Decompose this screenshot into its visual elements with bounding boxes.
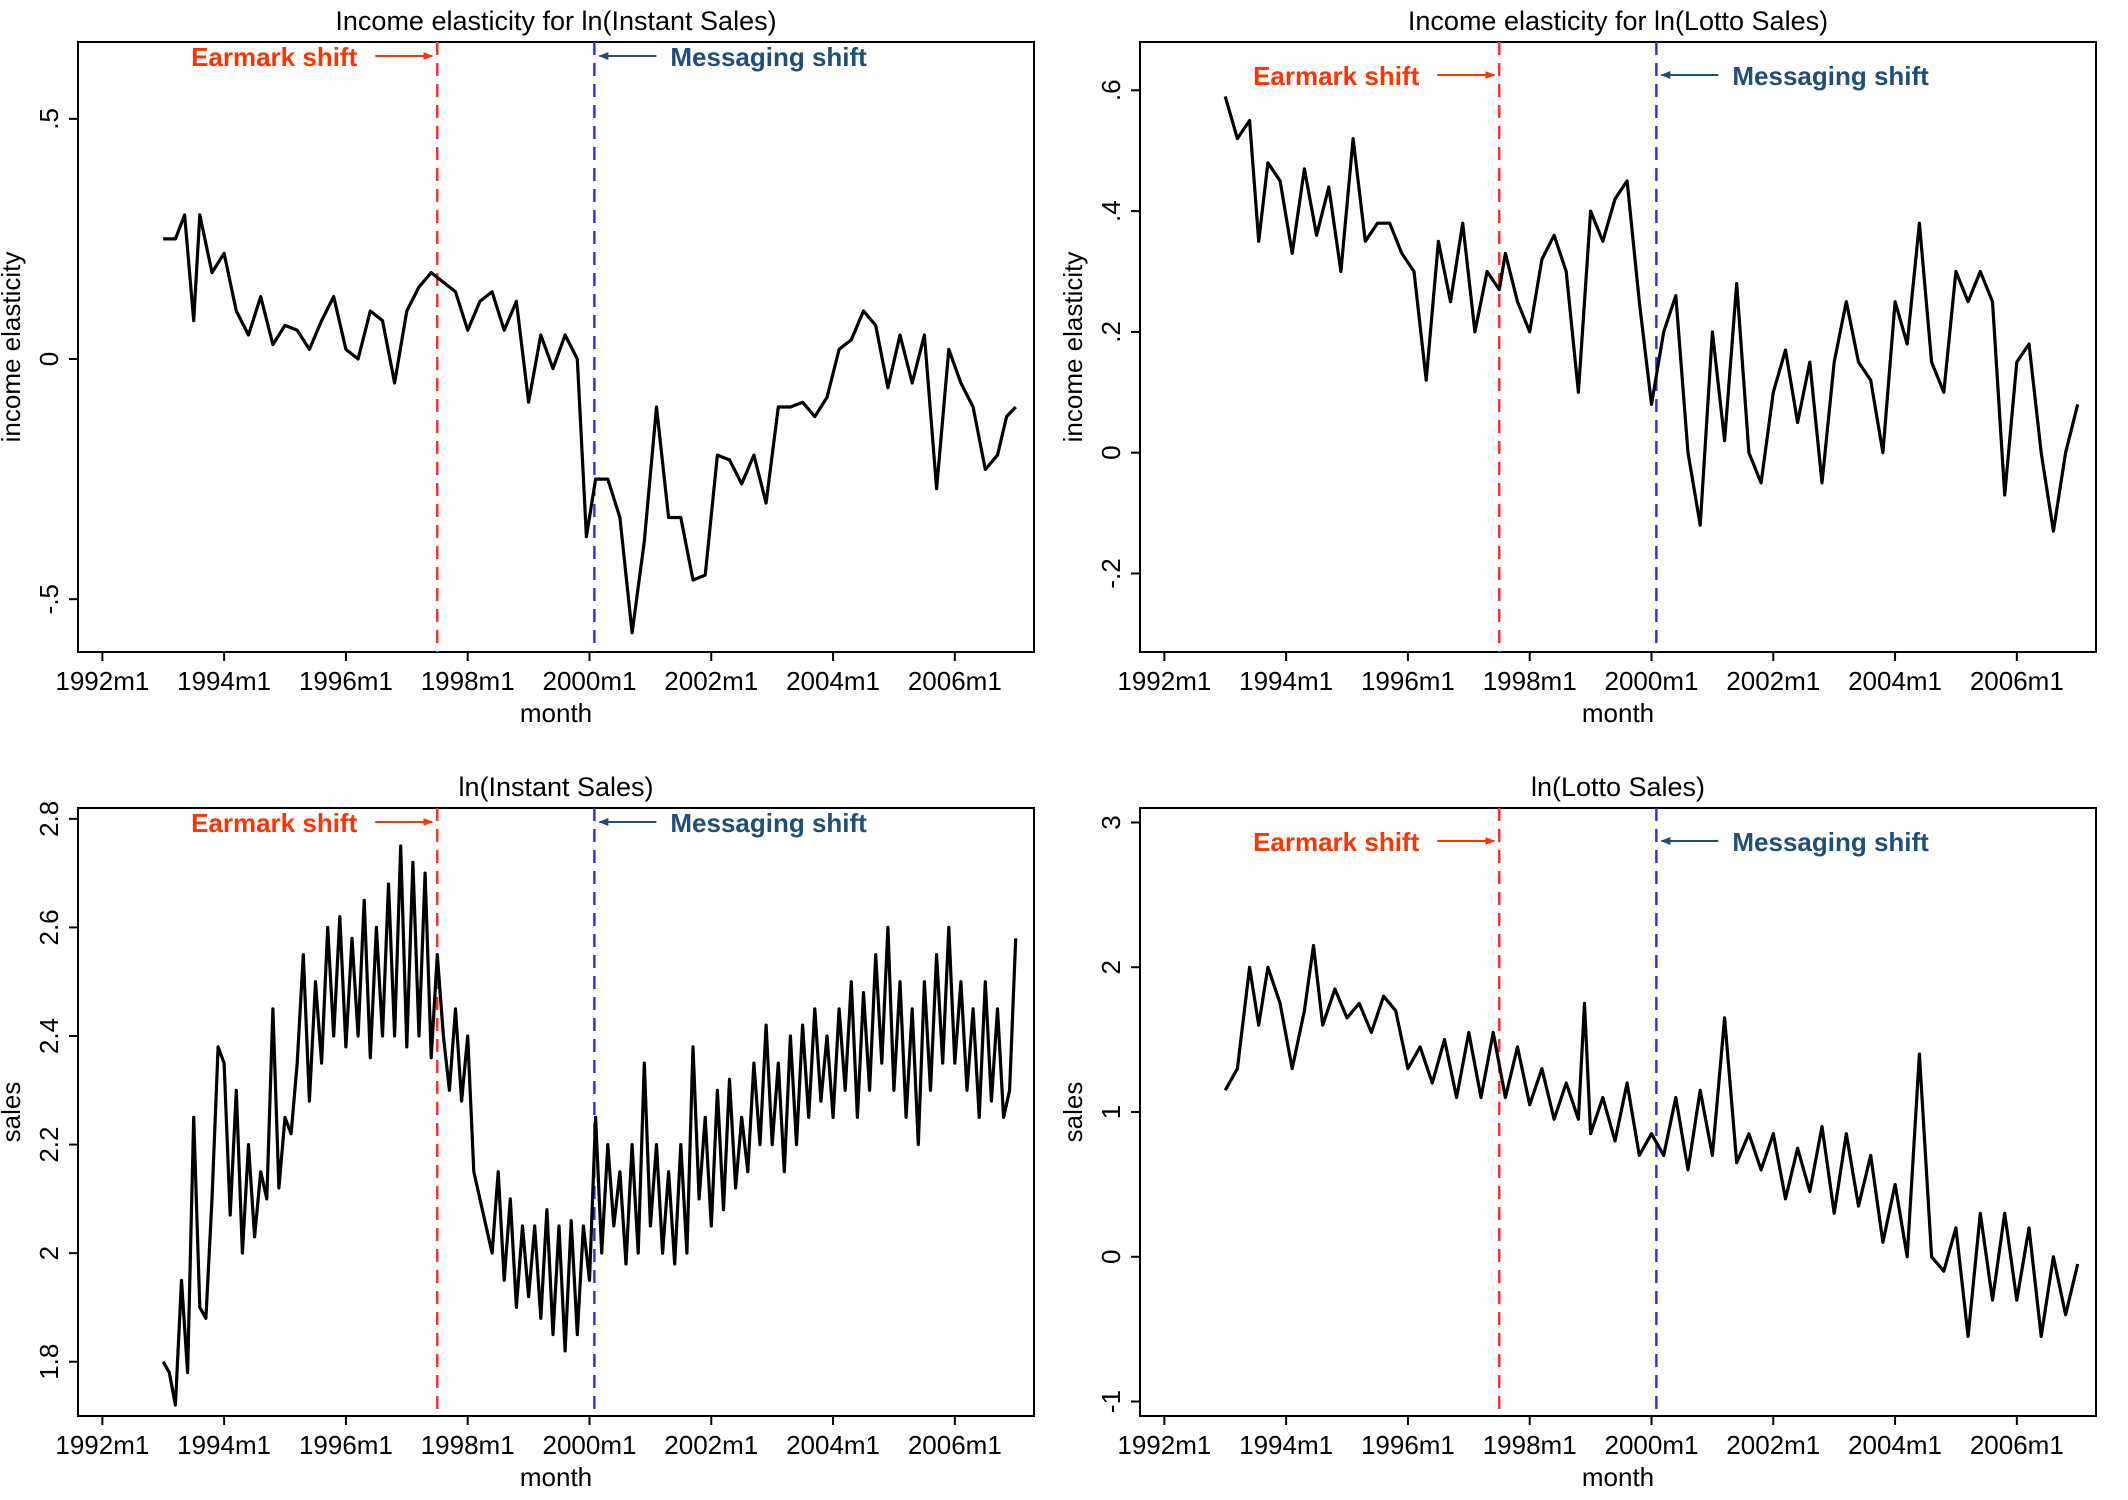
y-tick-label: .6 xyxy=(1096,79,1126,101)
x-tick-label: 2006m1 xyxy=(908,666,1002,696)
x-tick-label: 1996m1 xyxy=(299,1430,393,1460)
x-tick-label: 1992m1 xyxy=(1117,1430,1211,1460)
x-tick-label: 2006m1 xyxy=(1970,666,2064,696)
messaging-shift-label: Messaging shift xyxy=(1732,61,1929,91)
x-tick-label: 1994m1 xyxy=(1239,666,1333,696)
x-tick-label: 1994m1 xyxy=(177,1430,271,1460)
x-tick-label: 2004m1 xyxy=(1848,666,1942,696)
y-tick-label: 3 xyxy=(1096,815,1126,829)
x-tick-label: 1992m1 xyxy=(55,666,149,696)
y-tick-label: 2.6 xyxy=(34,909,64,945)
y-tick-label: 1.8 xyxy=(34,1344,64,1380)
chart-title: Income elasticity for ln(Instant Sales) xyxy=(335,6,776,36)
chart-title: ln(Instant Sales) xyxy=(458,772,653,802)
x-tick-label: 2004m1 xyxy=(786,666,880,696)
chart-title: ln(Lotto Sales) xyxy=(1531,772,1705,802)
x-tick-label: 1996m1 xyxy=(1361,666,1455,696)
y-axis-label: income elasticity xyxy=(0,252,26,443)
x-tick-label: 1998m1 xyxy=(1483,666,1577,696)
y-tick-label: 2.8 xyxy=(34,801,64,837)
y-tick-label: -.2 xyxy=(1096,558,1126,588)
x-tick-label: 2000m1 xyxy=(1605,1430,1699,1460)
x-tick-label: 2006m1 xyxy=(908,1430,1002,1460)
x-tick-label: 1992m1 xyxy=(1117,666,1211,696)
plot-frame xyxy=(1139,807,2097,1417)
y-tick-label: 2.2 xyxy=(34,1126,64,1162)
y-tick-label: -.5 xyxy=(34,584,64,614)
y-tick-label: 0 xyxy=(1096,445,1126,459)
x-tick-label: 2006m1 xyxy=(1970,1430,2064,1460)
earmark-shift-label: Earmark shift xyxy=(191,808,358,838)
x-tick-label: 2002m1 xyxy=(664,666,758,696)
y-tick-label: 0 xyxy=(1096,1250,1126,1264)
x-tick-label: 1996m1 xyxy=(299,666,393,696)
earmark-shift-label: Earmark shift xyxy=(1253,61,1420,91)
x-tick-label: 2004m1 xyxy=(1848,1430,1942,1460)
y-tick-label: 1 xyxy=(1096,1105,1126,1119)
y-tick-label: 2.4 xyxy=(34,1018,64,1054)
series-line xyxy=(163,213,1017,635)
x-axis-label: month xyxy=(520,698,592,728)
series-line xyxy=(161,844,1018,1407)
x-tick-label: 2000m1 xyxy=(543,666,637,696)
x-tick-label: 2002m1 xyxy=(1726,666,1820,696)
chart-panels: Income elasticity for ln(Instant Sales) E… xyxy=(0,6,2097,1492)
plot-frame xyxy=(77,41,1035,653)
x-tick-label: 1998m1 xyxy=(1483,1430,1577,1460)
messaging-shift-label: Messaging shift xyxy=(1732,827,1929,857)
y-axis-label: sales xyxy=(0,1082,26,1143)
x-tick-label: 2004m1 xyxy=(786,1430,880,1460)
x-tick-label: 2000m1 xyxy=(543,1430,637,1460)
chart-panel-1: Income elasticity for ln(Instant Sales) E… xyxy=(0,6,1035,728)
y-tick-label: 2 xyxy=(1096,960,1126,974)
chart-panel-3: ln(Instant Sales) Earmark shift Messaging … xyxy=(0,772,1035,1492)
y-axis-label: income elasticity xyxy=(1058,252,1088,443)
x-tick-label: 1992m1 xyxy=(55,1430,149,1460)
x-tick-label: 2002m1 xyxy=(1726,1430,1820,1460)
x-tick-label: 1994m1 xyxy=(1239,1430,1333,1460)
messaging-shift-label: Messaging shift xyxy=(670,42,867,72)
y-tick-label: 0 xyxy=(34,352,64,366)
y-tick-label: -1 xyxy=(1096,1390,1126,1413)
plot-frame xyxy=(1139,41,2097,653)
plot-frame xyxy=(77,807,1035,1417)
chart-panel-2: Income elasticity for ln(Lotto Sales) Ear… xyxy=(1058,6,2097,728)
x-tick-label: 1998m1 xyxy=(421,666,515,696)
x-axis-label: month xyxy=(520,1462,592,1492)
y-tick-label: .4 xyxy=(1096,200,1126,222)
x-tick-label: 2000m1 xyxy=(1605,666,1699,696)
y-tick-label: .2 xyxy=(1096,321,1126,343)
series-line xyxy=(1223,95,2080,533)
y-axis-label: sales xyxy=(1058,1082,1088,1143)
earmark-shift-label: Earmark shift xyxy=(191,42,358,72)
chart-panel-4: ln(Lotto Sales) Earmark shift Messaging sh… xyxy=(1058,772,2097,1492)
messaging-shift-label: Messaging shift xyxy=(670,808,867,838)
y-tick-label: 2 xyxy=(34,1246,64,1260)
y-tick-label: .5 xyxy=(34,108,64,130)
x-tick-label: 1996m1 xyxy=(1361,1430,1455,1460)
x-axis-label: month xyxy=(1582,698,1654,728)
x-tick-label: 2002m1 xyxy=(664,1430,758,1460)
chart-title: Income elasticity for ln(Lotto Sales) xyxy=(1408,6,1828,36)
earmark-shift-label: Earmark shift xyxy=(1253,827,1420,857)
x-axis-label: month xyxy=(1582,1462,1654,1492)
series-line xyxy=(1223,943,2080,1338)
x-tick-label: 1994m1 xyxy=(177,666,271,696)
x-tick-label: 1998m1 xyxy=(421,1430,515,1460)
